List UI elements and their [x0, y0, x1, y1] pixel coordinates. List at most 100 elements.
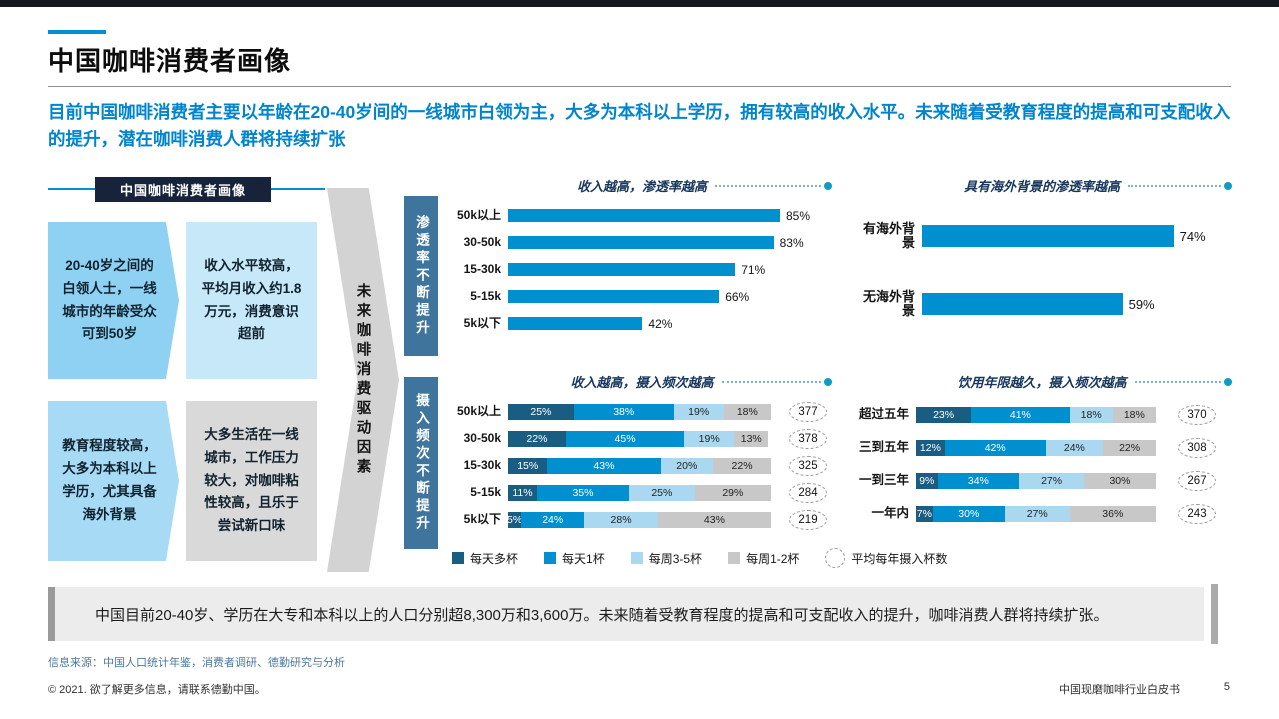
annual-cups-badge: 377 [789, 401, 827, 422]
chart-header: 收入越高，渗透率越高 [452, 176, 832, 194]
side-label-penetration-text: 渗透率不断提升 [414, 214, 429, 338]
bar-segment: 18% [1112, 406, 1156, 423]
side-label-frequency-text: 摄入频次不断提升 [414, 393, 429, 533]
bar-segment: 22% [713, 457, 771, 474]
summary-text: 中国目前20-40岁、学历在大专和本科以上的人口分别超8,300万和3,600万… [95, 606, 1109, 624]
bar-segment: 36% [1069, 505, 1156, 522]
dotted-line [721, 380, 821, 383]
legend-item: 每周3-5杯 [630, 550, 703, 567]
bar [508, 236, 774, 249]
category-label: 一年内 [871, 505, 909, 520]
bar-segment: 19% [684, 430, 735, 447]
bar-segment: 23% [916, 406, 972, 423]
legend-label: 每周3-5杯 [648, 551, 703, 566]
bar-segment: 9% [916, 472, 938, 489]
chart-row: 50k以上 85% [452, 202, 832, 229]
category-label: 超过五年 [858, 406, 909, 421]
legend-swatch [630, 552, 643, 564]
bar [508, 290, 720, 303]
value-label: 59% [1128, 296, 1155, 312]
annual-cups-badge: 378 [789, 428, 827, 449]
profile-box-lifestyle-text: 大多生活在一线城市，工作压力较大，对咖啡粘性较高，且乐于尝试新口味 [204, 426, 299, 534]
stacked-bar: 23% 41% 18% 18% [916, 406, 1156, 423]
bar-segment: 42% [944, 439, 1046, 456]
chart-penetration-by-income: 收入越高，渗透率越高 50k以上 85% 30-50k 83% 15-30k 71% 5-1… [452, 176, 832, 356]
page-title: 中国咖啡消费者画像 [48, 46, 292, 76]
dotted-line [715, 184, 821, 187]
category-label: 无海外背景 [862, 288, 915, 318]
stacked-bar: 12% 42% 24% 22% [916, 439, 1156, 456]
chart-row: 5k以下 42% [452, 310, 832, 337]
profile-box-education: 教育程度较高，大多为本科以上学历，尤其具备海外背景 [48, 401, 179, 561]
annual-cups-badge: 308 [1178, 437, 1216, 458]
dotted-leader [1134, 377, 1232, 386]
chart-header: 具有海外背景的渗透率越高 [852, 176, 1232, 194]
document-title: 中国现磨咖啡行业白皮书 [1059, 684, 1180, 696]
bar-segment: 15% [508, 457, 548, 474]
chart-row: 50k以上 25% 38% 19% 18% 377 [452, 398, 832, 425]
bar-segment: 5% [506, 511, 523, 528]
bar [508, 317, 643, 330]
chart-rows: 50k以上 85% 30-50k 83% 15-30k 71% 5-15k 66% 5k以下 42… [452, 202, 832, 337]
bar-segment: 38% [573, 403, 674, 420]
bar-segment: 7% [916, 505, 933, 522]
value-label: 66% [725, 289, 750, 304]
side-label-penetration: 渗透率不断提升 [404, 196, 438, 356]
stacked-bar: 9% 34% 27% 30% [916, 472, 1156, 489]
profile-box-age: 20-40岁之间的白领人士，一线城市的年龄受众可到50岁 [48, 222, 179, 379]
bar-segment: 27% [1004, 505, 1070, 522]
value-label: 85% [786, 208, 811, 223]
page-number: 5 [1223, 681, 1230, 693]
legend-swatch [544, 552, 557, 564]
legend-item: 每天1杯 [544, 550, 605, 567]
chart-row: 有海外背景 74% [852, 202, 1232, 270]
leader-dot-icon [1224, 377, 1232, 386]
profile-box-income-text: 收入水平较高，平均月收入约1.8万元，消费意识超前 [201, 257, 302, 342]
leader-dot-icon [1224, 181, 1232, 190]
category-label: 15-30k [463, 261, 501, 276]
profile-box-income: 收入水平较高，平均月收入约1.8万元，消费意识超前 [186, 222, 317, 379]
legend-label: 每天1杯 [562, 551, 605, 566]
leader-dot-icon [824, 377, 832, 386]
title-accent-bar [48, 30, 106, 34]
category-label: 5-15k [470, 484, 501, 499]
side-label-frequency: 摄入频次不断提升 [404, 377, 438, 549]
profile-box-education-text: 教育程度较高，大多为本科以上学历，尤其具备海外背景 [62, 438, 157, 522]
driver-arrow: 未来咖啡消费驱动因素 [327, 188, 399, 572]
annual-cups-badge: 370 [1178, 404, 1216, 425]
chart-title: 收入越高，摄入频次越高 [570, 375, 714, 390]
stacked-bar: 11% 35% 25% 29% [508, 484, 771, 501]
category-label: 有海外背景 [862, 220, 915, 250]
bar-segment: 18% [1069, 406, 1113, 423]
bar-segment: 30% [1083, 472, 1156, 489]
profile-box-age-text: 20-40岁之间的白领人士，一线城市的年龄受众可到50岁 [62, 257, 157, 342]
decorative-right-bar [1211, 584, 1218, 644]
driver-arrow-text: 未来咖啡消费驱动因素 [354, 282, 371, 478]
source-note: 信息来源：中国人口统计年鉴，消费者调研、德勤研究与分析 [48, 657, 345, 669]
bar-segment: 25% [508, 403, 574, 420]
chart-row: 15-30k 71% [452, 256, 832, 283]
dotted-leader [721, 377, 832, 386]
stacked-bar: 22% 45% 19% 13% [508, 430, 771, 447]
chart-row: 超过五年 23% 41% 18% 18% 370 [852, 398, 1232, 431]
chart-row: 5k以下 5% 24% 28% 43% 219 [452, 506, 832, 533]
summary-accent-bar [48, 587, 55, 641]
bar-segment: 30% [932, 505, 1005, 522]
bar-segment: 24% [1045, 439, 1104, 456]
value-label: 71% [741, 262, 766, 277]
chart-row: 5-15k 11% 35% 25% 29% 284 [452, 479, 832, 506]
bar [508, 209, 780, 222]
chart-row: 三到五年 12% 42% 24% 22% 308 [852, 431, 1232, 464]
category-label: 30-50k [463, 234, 501, 249]
value-label: 83% [779, 235, 804, 250]
bar-segment: 19% [673, 403, 724, 420]
chart-row: 30-50k 83% [452, 229, 832, 256]
profile-header: 中国咖啡消费者画像 [95, 177, 271, 202]
legend-swatch [728, 552, 741, 564]
category-label: 30-50k [463, 430, 501, 445]
chart-rows: 有海外背景 74% 无海外背景 59% [852, 202, 1232, 338]
dotted-line [1134, 380, 1221, 383]
chart-title: 饮用年限越久，摄入频次越高 [957, 375, 1127, 390]
value-label: 42% [648, 316, 673, 331]
